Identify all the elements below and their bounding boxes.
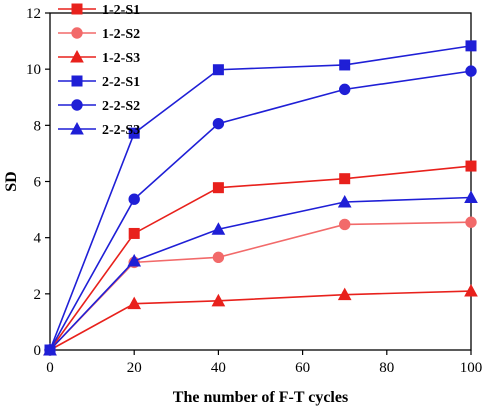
y-tick-label: 0 bbox=[34, 343, 42, 359]
legend-marker bbox=[71, 75, 83, 87]
data-point bbox=[337, 287, 352, 301]
data-point bbox=[212, 182, 224, 194]
y-tick-label: 2 bbox=[34, 287, 42, 303]
data-point bbox=[465, 216, 477, 228]
data-point bbox=[43, 342, 57, 356]
x-tick-label: 80 bbox=[379, 360, 394, 376]
data-point bbox=[464, 190, 478, 204]
data-point bbox=[211, 222, 226, 235]
legend-item: 1-2-S3 bbox=[58, 49, 140, 66]
series-line bbox=[49, 290, 472, 351]
legend-marker bbox=[70, 121, 84, 135]
legend-item: 1-2-S2 bbox=[58, 27, 140, 42]
series-line bbox=[49, 221, 472, 351]
data-point bbox=[339, 173, 351, 185]
legend-label: 1-2-S1 bbox=[102, 3, 140, 18]
data-point bbox=[465, 65, 477, 77]
legend-item: 2-2-S3 bbox=[58, 121, 140, 138]
data-point bbox=[339, 218, 351, 231]
legend: 1-2-S1 1-2-S2 1-2-S3 2-2-S1 2-2-S2 2-2-S3 bbox=[58, 3, 140, 138]
data-point bbox=[212, 251, 225, 264]
data-point bbox=[339, 59, 351, 71]
x-tick-label: 100 bbox=[460, 360, 483, 376]
series-line bbox=[49, 165, 472, 351]
legend-item: 1-2-S1 bbox=[58, 3, 140, 18]
legend-item: 2-2-S2 bbox=[58, 99, 140, 114]
data-point bbox=[339, 83, 351, 96]
data-point bbox=[127, 296, 142, 310]
series-layer bbox=[43, 40, 478, 356]
x-tick-label: 60 bbox=[295, 360, 310, 376]
data-point bbox=[337, 194, 352, 208]
data-point bbox=[465, 160, 477, 172]
data-point bbox=[465, 40, 477, 52]
x-tick-label: 20 bbox=[127, 360, 142, 376]
legend-marker bbox=[70, 49, 84, 63]
legend-label: 1-2-S3 bbox=[102, 51, 140, 66]
x-tick-label: 0 bbox=[46, 360, 54, 376]
legend-marker bbox=[71, 27, 83, 39]
data-point bbox=[211, 293, 226, 307]
data-point bbox=[464, 283, 478, 297]
data-point bbox=[128, 127, 140, 139]
series-line bbox=[49, 196, 472, 351]
legend-label: 2-2-S1 bbox=[102, 75, 140, 90]
data-point bbox=[127, 253, 142, 267]
data-point bbox=[128, 193, 140, 205]
legend-label: 2-2-S2 bbox=[102, 99, 140, 114]
y-tick-label: 8 bbox=[34, 118, 42, 134]
series-1-2-S1 bbox=[44, 160, 477, 356]
x-tick-label: 40 bbox=[211, 360, 226, 376]
axes: 0 20 40 60 80 100 0 2 4 6 8 10 12 bbox=[26, 6, 482, 376]
series-1-2-S3 bbox=[43, 283, 478, 356]
y-tick-label: 12 bbox=[26, 6, 41, 22]
data-point bbox=[212, 64, 224, 76]
y-tick-label: 10 bbox=[26, 62, 41, 78]
legend-item: 2-2-S1 bbox=[58, 75, 140, 90]
y-axis-title: SD bbox=[3, 171, 20, 191]
data-point bbox=[128, 227, 140, 239]
x-axis-title: The number of F-T cycles bbox=[173, 389, 348, 406]
series-2-2-S3 bbox=[43, 190, 478, 356]
legend-label: 1-2-S2 bbox=[102, 27, 140, 42]
legend-marker bbox=[71, 99, 83, 111]
y-tick-label: 6 bbox=[34, 175, 42, 191]
legend-marker bbox=[71, 3, 83, 15]
legend-label: 2-2-S3 bbox=[102, 123, 140, 138]
data-point bbox=[212, 117, 225, 130]
series-line bbox=[49, 45, 472, 351]
y-tick-label: 4 bbox=[34, 231, 42, 247]
